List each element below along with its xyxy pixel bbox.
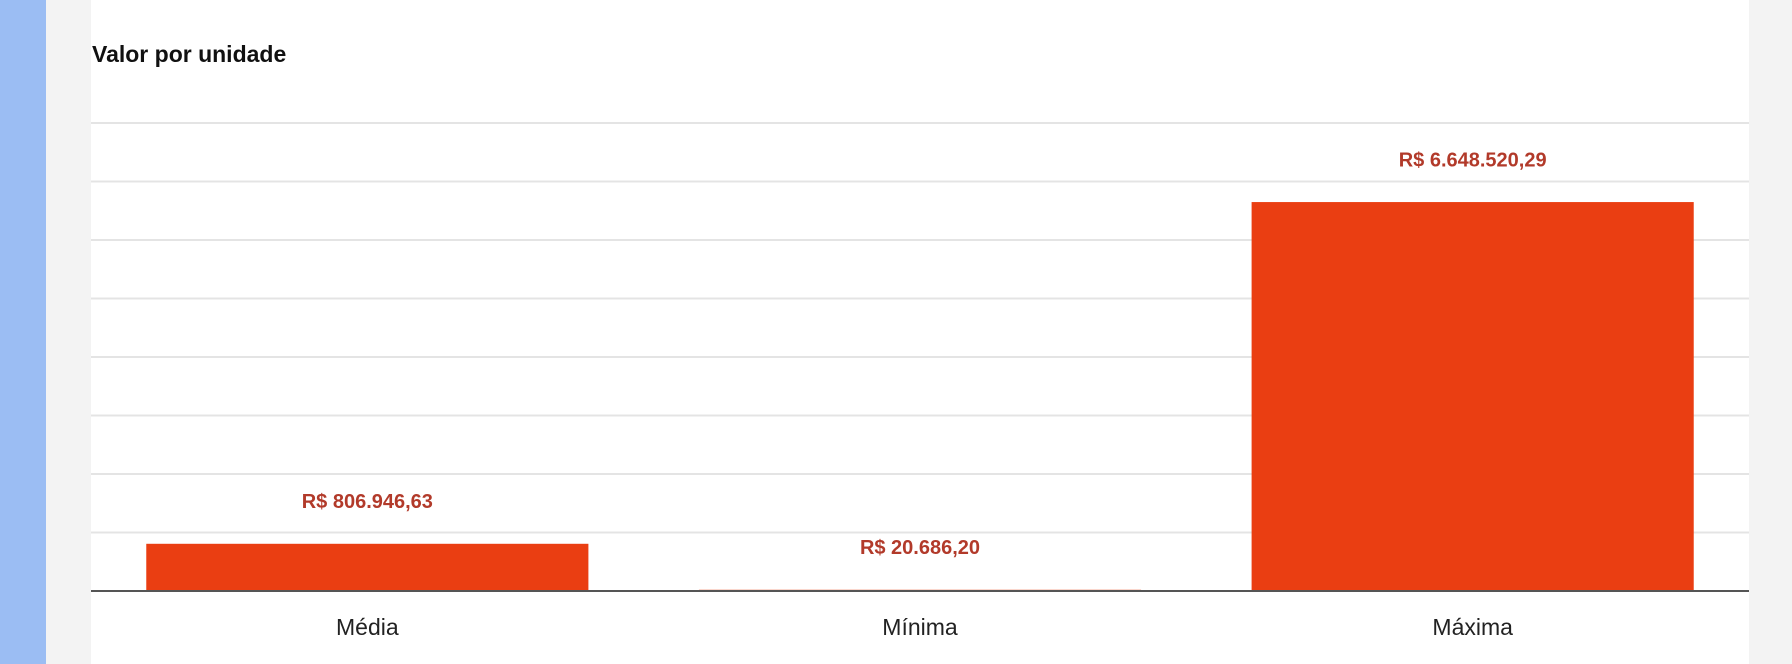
sidebar-strip [0, 0, 46, 664]
value-label: R$ 20.686,20 [860, 537, 980, 559]
x-tick-label: Média [336, 614, 399, 640]
chart-title: Valor por unidade [92, 41, 286, 67]
x-tick-label: Mínima [882, 614, 958, 640]
bar [146, 543, 589, 591]
x-tick-label: Máxima [1432, 614, 1513, 640]
bar [1251, 202, 1694, 591]
value-label: R$ 6.648.520,29 [1399, 149, 1547, 171]
value-label: R$ 806.946,63 [302, 491, 433, 513]
